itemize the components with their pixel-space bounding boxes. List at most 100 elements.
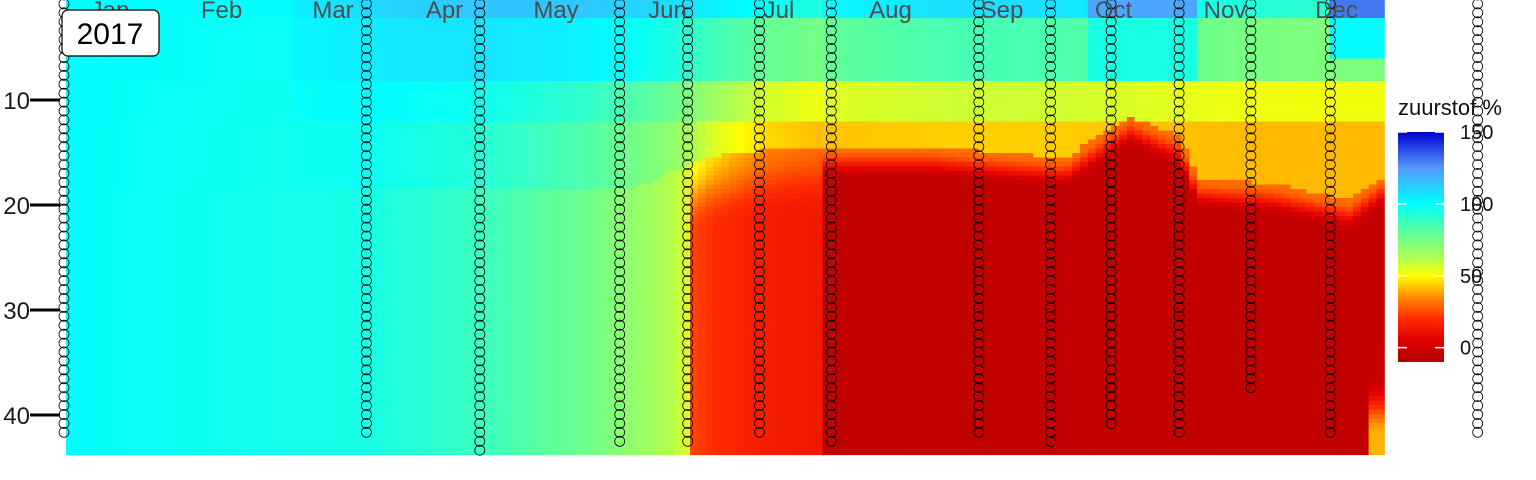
heatmap-cell — [276, 162, 285, 168]
heatmap-cell — [66, 175, 75, 181]
heatmap-cell — [432, 400, 441, 406]
heatmap-cell — [136, 450, 145, 456]
heatmap-cell — [268, 184, 278, 190]
heatmap-cell — [128, 171, 137, 177]
heatmap-cell — [331, 288, 340, 294]
heatmap-cell — [300, 58, 309, 64]
heatmap-cell — [409, 301, 418, 307]
heatmap-cell — [401, 85, 410, 91]
heatmap-cell — [214, 45, 223, 51]
heatmap-cell — [73, 400, 83, 406]
heatmap-cell — [198, 351, 207, 357]
heatmap-cell — [417, 63, 426, 69]
heatmap-cell — [120, 306, 129, 312]
heatmap-cell — [253, 180, 262, 186]
heatmap-cell — [424, 418, 434, 424]
heatmap-cell — [245, 54, 254, 60]
heatmap-cell — [284, 418, 293, 424]
heatmap-cell — [159, 198, 168, 204]
heatmap-cell — [378, 360, 387, 366]
heatmap-cell — [214, 337, 223, 343]
heatmap-cell — [417, 342, 426, 348]
heatmap-cell — [229, 81, 239, 87]
heatmap-cell — [370, 121, 379, 127]
heatmap-cell — [284, 373, 293, 379]
heatmap-cell — [214, 126, 223, 132]
heatmap-cell — [417, 265, 426, 271]
heatmap-cell — [393, 81, 402, 87]
heatmap-cell — [66, 265, 75, 271]
heatmap-cell — [417, 144, 426, 150]
heatmap-cell — [73, 67, 83, 73]
heatmap-cell — [448, 85, 457, 91]
heatmap-cell — [292, 184, 301, 190]
heatmap-cell — [292, 76, 301, 82]
heatmap-cell — [245, 193, 254, 199]
heatmap-cell — [393, 67, 402, 73]
heatmap-cell — [183, 292, 192, 298]
heatmap-cell — [128, 126, 137, 132]
heatmap-cell — [253, 49, 262, 55]
heatmap-cell — [292, 121, 301, 127]
heatmap-cell — [245, 76, 254, 82]
heatmap-cell — [432, 99, 441, 105]
heatmap-cell — [393, 256, 402, 262]
heatmap-cell — [214, 130, 223, 136]
heatmap-cell — [354, 256, 363, 262]
heatmap-cell — [315, 247, 324, 253]
heatmap-cell — [362, 400, 371, 406]
heatmap-cell — [222, 355, 231, 361]
heatmap-cell — [151, 166, 161, 172]
heatmap-cell — [151, 189, 161, 195]
heatmap-cell — [237, 108, 246, 114]
heatmap-cell — [417, 112, 426, 118]
heatmap-cell — [331, 333, 340, 339]
heatmap-cell — [229, 423, 239, 429]
heatmap-cell — [144, 360, 153, 366]
heatmap-cell — [378, 265, 387, 271]
heatmap-cell — [401, 414, 410, 420]
heatmap-cell — [144, 117, 153, 123]
heatmap-cell — [214, 9, 223, 15]
heatmap-cell — [81, 202, 90, 208]
heatmap-cell — [339, 207, 348, 213]
heatmap-cell — [105, 121, 114, 127]
heatmap-cell — [253, 117, 262, 123]
heatmap-cell — [385, 301, 395, 307]
heatmap-cell — [159, 54, 168, 60]
heatmap-cell — [229, 445, 239, 451]
heatmap-cell — [136, 184, 145, 190]
heatmap-cell — [448, 63, 457, 69]
heatmap-cell — [331, 36, 340, 42]
heatmap-cell — [245, 364, 254, 370]
heatmap-cell — [378, 369, 387, 375]
heatmap-cell — [97, 67, 106, 73]
heatmap-cell — [307, 310, 317, 316]
heatmap-cell — [401, 396, 410, 402]
heatmap-cell — [66, 423, 75, 429]
heatmap-cell — [198, 76, 207, 82]
heatmap-cell — [151, 387, 161, 393]
heatmap-cell — [354, 441, 363, 447]
heatmap-cell — [292, 45, 301, 51]
heatmap-cell — [253, 342, 262, 348]
heatmap-cell — [268, 319, 278, 325]
heatmap-cell — [175, 319, 184, 325]
heatmap-cell — [339, 396, 348, 402]
heatmap-cell — [284, 76, 293, 82]
heatmap-cell — [370, 162, 379, 168]
heatmap-cell — [261, 342, 270, 348]
heatmap-cell — [268, 432, 278, 438]
heatmap-cell — [245, 18, 254, 24]
heatmap-cell — [401, 166, 410, 172]
heatmap-cell — [409, 373, 418, 379]
heatmap-cell — [362, 198, 371, 204]
heatmap-cell — [97, 333, 106, 339]
heatmap-cell — [97, 369, 106, 375]
heatmap-cell — [448, 67, 457, 73]
heatmap-cell — [401, 4, 410, 10]
heatmap-cell — [323, 324, 332, 330]
heatmap-cell — [222, 216, 231, 222]
heatmap-cell — [237, 166, 246, 172]
heatmap-cell — [339, 270, 348, 276]
